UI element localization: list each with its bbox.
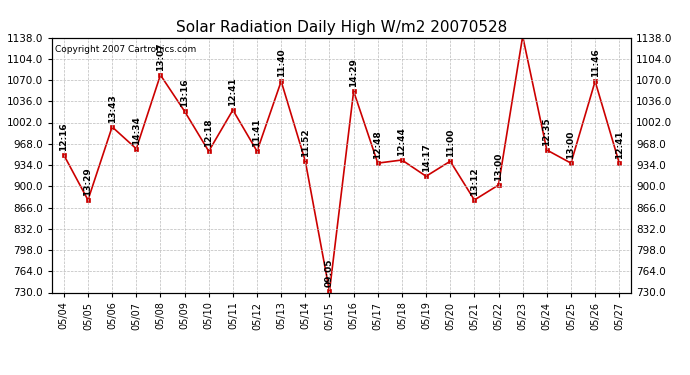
Text: 13:29: 13:29 bbox=[83, 167, 92, 196]
Text: 12:41: 12:41 bbox=[615, 130, 624, 159]
Text: 13:07: 13:07 bbox=[156, 42, 165, 71]
Text: 11:41: 11:41 bbox=[253, 118, 262, 147]
Text: 14:29: 14:29 bbox=[349, 58, 358, 87]
Title: Solar Radiation Daily High W/m2 20070528: Solar Radiation Daily High W/m2 20070528 bbox=[176, 20, 507, 35]
Text: 12:16: 12:16 bbox=[59, 122, 68, 151]
Text: 11:40: 11:40 bbox=[277, 48, 286, 77]
Text: 12:35: 12:35 bbox=[542, 117, 551, 146]
Text: 12:41: 12:41 bbox=[228, 77, 237, 106]
Text: Copyright 2007 Cartronics.com: Copyright 2007 Cartronics.com bbox=[55, 45, 196, 54]
Text: 13:43: 13:43 bbox=[108, 94, 117, 123]
Text: 14:17: 14:17 bbox=[422, 143, 431, 172]
Text: 12:44: 12:44 bbox=[397, 127, 406, 156]
Text: 14:34: 14:34 bbox=[132, 116, 141, 145]
Text: 13:12: 13:12 bbox=[470, 167, 479, 196]
Text: 13:00: 13:00 bbox=[566, 130, 575, 159]
Text: 09:05: 09:05 bbox=[325, 259, 334, 287]
Text: 12:48: 12:48 bbox=[373, 130, 382, 159]
Text: 13:00: 13:00 bbox=[494, 153, 503, 181]
Text: 11:46: 11:46 bbox=[591, 48, 600, 77]
Text: 11:00: 11:00 bbox=[446, 129, 455, 157]
Text: 11:52: 11:52 bbox=[301, 129, 310, 157]
Text: 12:13: 12:13 bbox=[0, 374, 1, 375]
Text: 13:16: 13:16 bbox=[180, 78, 189, 107]
Text: 12:18: 12:18 bbox=[204, 118, 213, 147]
